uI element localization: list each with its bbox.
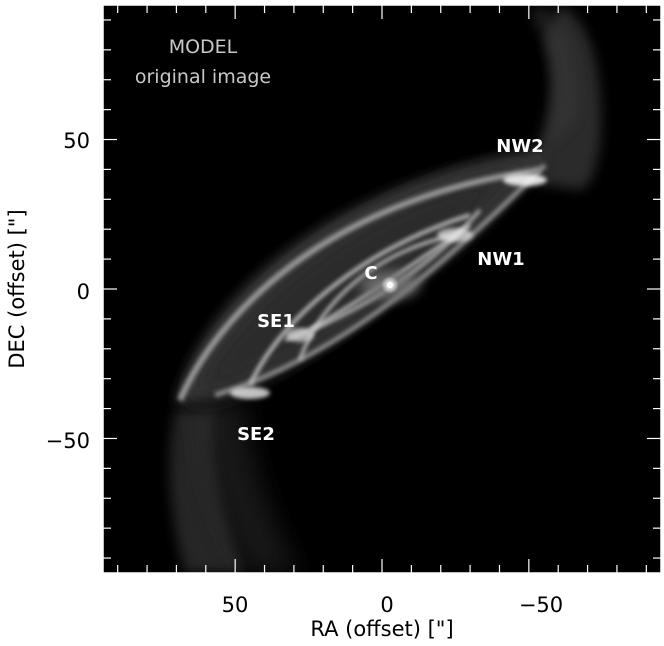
nebula-image [169, 5, 601, 573]
label-se1: SE1 [257, 311, 295, 332]
y-axis-label: DEC (offset) ["] [5, 209, 29, 368]
axis-ticks [103, 5, 661, 573]
label-c: C [364, 263, 377, 284]
y-tick-label-50: 50 [63, 129, 90, 153]
label-nw1: NW1 [477, 249, 524, 270]
y-tick-label-0: 0 [77, 280, 90, 304]
model-title: MODEL [169, 36, 238, 58]
x-tick-label-0: 0 [380, 593, 393, 617]
label-nw2: NW2 [496, 136, 543, 157]
x-tick-label-50: 50 [222, 593, 249, 617]
x-axis-label: RA (offset) ["] [310, 617, 453, 641]
y-tick-label-neg50: −50 [46, 429, 90, 453]
x-tick-label-neg50: −50 [519, 593, 563, 617]
label-se2: SE2 [237, 424, 275, 445]
model-subtitle: original image [135, 66, 271, 88]
